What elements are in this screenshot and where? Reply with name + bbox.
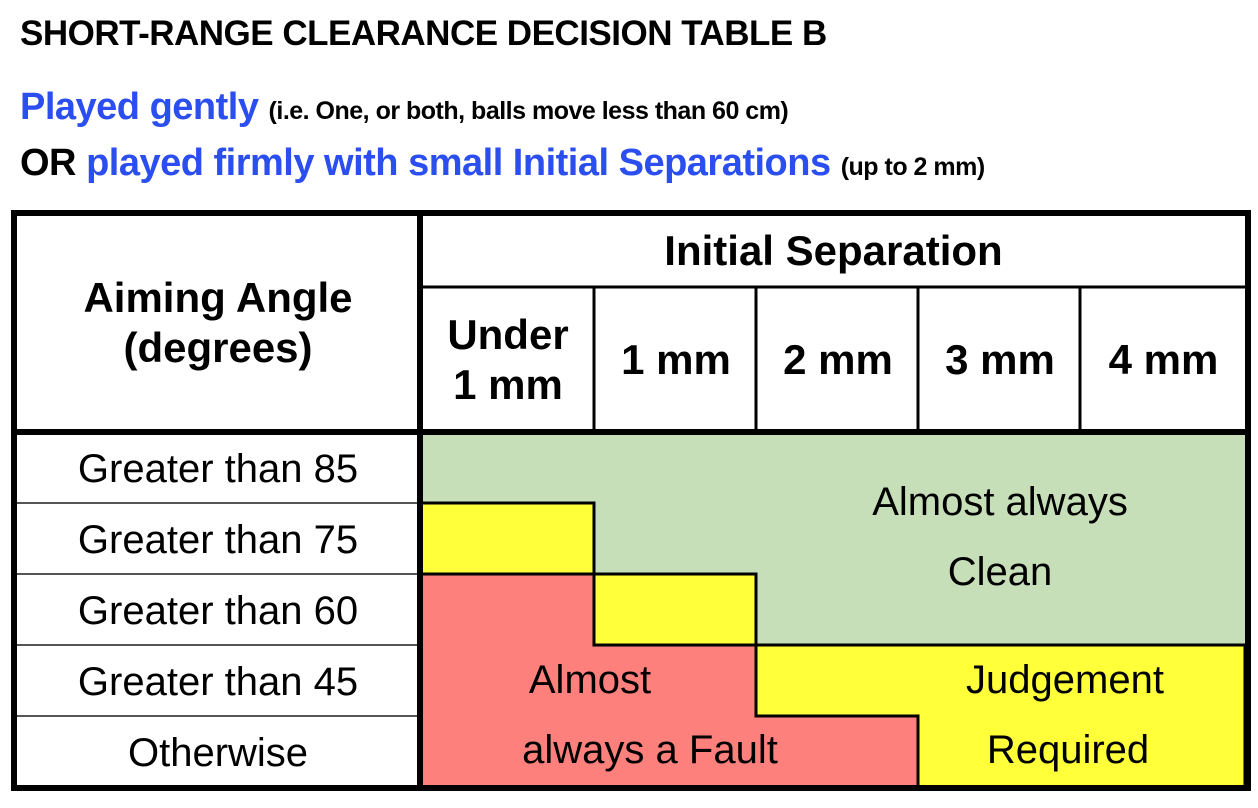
clean-region	[420, 432, 1245, 645]
column-header-line: Under	[447, 310, 569, 358]
page-title: SHORT-RANGE CLEARANCE DECISION TABLE B	[20, 14, 827, 53]
row-header: Aiming Angle (degrees)	[18, 216, 418, 430]
row-header-line: Aiming Angle	[83, 273, 353, 321]
subtitle-highlight: Played gently	[20, 86, 259, 128]
subtitle-prefix: OR	[20, 142, 77, 184]
subtitle-note: (i.e. One, or both, balls move less than…	[268, 97, 789, 125]
clean-label-line: Clean	[947, 550, 1053, 594]
subtitle-line-2: OR played firmly with small Initial Sepa…	[20, 142, 985, 185]
row-header-line: (degrees)	[123, 324, 313, 371]
column-header-3mm: 3 mm	[945, 335, 1055, 383]
judgement-label-line: Required	[986, 728, 1150, 772]
fault-label-line: Almost	[528, 658, 652, 702]
row-label: Greater than 60	[77, 588, 359, 633]
judgement-region-1	[418, 501, 596, 576]
judgement-label-line: Judgement	[966, 658, 1164, 702]
column-header-1mm: 1 mm	[621, 335, 731, 383]
column-header-line: 1 mm	[453, 361, 563, 408]
column-group-header: Initial Separation	[664, 226, 1003, 274]
column-header-2mm: 2 mm	[783, 335, 893, 383]
row-label: Otherwise	[127, 730, 309, 775]
subtitle-note: (up to 2 mm)	[840, 153, 986, 181]
subtitle-line-1: Played gently (i.e. One, or both, balls …	[20, 86, 789, 129]
column-header-under-1mm: Under 1 mm	[422, 289, 594, 431]
column-header-4mm: 4 mm	[1108, 335, 1219, 383]
row-label: Greater than 45	[77, 659, 359, 704]
subtitle-highlight: played firmly with small Initial Separat…	[86, 142, 831, 184]
row-label: Greater than 75	[77, 517, 359, 562]
row-label: Greater than 85	[77, 447, 359, 491]
clean-label-line: Almost always	[872, 480, 1128, 524]
judgement-region-2	[592, 572, 758, 647]
fault-label-line: always a Fault	[522, 728, 778, 772]
